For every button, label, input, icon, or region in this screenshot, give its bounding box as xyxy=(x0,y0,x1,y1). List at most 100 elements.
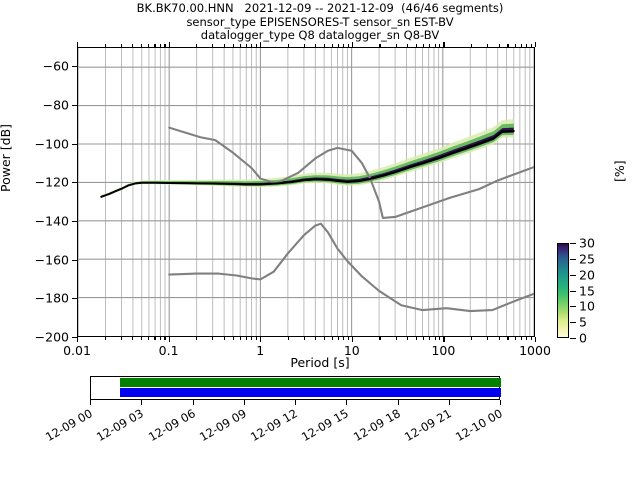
data-coverage-bar xyxy=(119,378,501,388)
x-tick-mark-minor xyxy=(246,337,248,340)
timeline-date-label: 12-09 12 xyxy=(248,406,300,445)
x-tick-mark-minor xyxy=(120,337,122,340)
x-tick-mark-minor xyxy=(212,337,214,340)
ppsd-plot-axes xyxy=(77,47,535,337)
y-tick-mark xyxy=(72,105,77,107)
timeline-date-label: 12-09 21 xyxy=(401,406,454,445)
x-tick-mark-top xyxy=(429,44,431,47)
figure-title: BK.BK70.00.HNN 2021-12-09 -- 2021-12-09 … xyxy=(0,1,640,43)
x-tick-mark-top xyxy=(535,42,537,47)
colorbar-tick-label: 20 xyxy=(579,267,595,283)
colorbar-label: [%] xyxy=(612,160,627,182)
x-tick-mark-minor xyxy=(331,337,333,340)
x-tick-mark-major xyxy=(77,337,79,342)
x-tick-mark-minor xyxy=(251,337,253,340)
colorbar-tick-mark xyxy=(570,258,576,260)
x-tick-label: 1000 xyxy=(519,343,551,358)
x-tick-mark-major xyxy=(351,337,353,342)
timeline-tick-mark xyxy=(141,400,143,405)
ppsd-histogram-fringe xyxy=(101,123,514,198)
y-tick-label: −180 xyxy=(34,290,69,306)
x-tick-mark-minor xyxy=(434,337,436,340)
x-tick-mark-top xyxy=(287,44,289,47)
x-tick-mark-top xyxy=(530,44,532,47)
timeline-tick-mark xyxy=(346,400,348,405)
timeline-tick-mark xyxy=(397,400,399,405)
x-tick-mark-top xyxy=(331,44,333,47)
x-tick-mark-top xyxy=(324,44,326,47)
x-tick-mark-top xyxy=(212,44,214,47)
y-tick-label: −100 xyxy=(34,136,69,152)
timeline-tick-mark xyxy=(192,400,194,405)
x-tick-mark-top xyxy=(104,44,106,47)
x-tick-mark-minor xyxy=(232,337,234,340)
x-tick-mark-top xyxy=(232,44,234,47)
x-tick-mark-minor xyxy=(514,337,516,340)
x-tick-mark-minor xyxy=(520,337,522,340)
ppsd-mode-curve xyxy=(100,129,515,198)
x-tick-mark-top xyxy=(159,44,161,47)
x-tick-mark-minor xyxy=(406,337,409,340)
x-tick-mark-minor xyxy=(324,337,326,340)
x-tick-mark-top xyxy=(251,44,253,47)
x-tick-mark-minor xyxy=(530,337,532,340)
x-tick-mark-top xyxy=(256,44,258,47)
colorbar-tick-label: 25 xyxy=(579,251,595,267)
y-tick-mark xyxy=(72,259,77,261)
x-tick-mark-minor xyxy=(342,337,345,340)
x-tick-label: 10 xyxy=(343,343,360,358)
x-tick-mark-top xyxy=(223,44,225,47)
timeline-date-label: 12-09 00 xyxy=(43,406,95,445)
x-tick-mark-minor xyxy=(159,337,161,340)
colorbar-tick-mark xyxy=(570,290,576,292)
colorbar-tick-label: 10 xyxy=(579,298,595,314)
x-tick-mark-minor xyxy=(379,337,381,340)
nlnm-curve xyxy=(168,222,534,313)
x-tick-mark-top xyxy=(443,42,445,47)
data-layer xyxy=(100,119,534,313)
y-tick-mark xyxy=(72,182,77,184)
y-tick-label: −120 xyxy=(34,174,69,190)
x-tick-mark-major xyxy=(260,337,262,342)
x-tick-mark-top xyxy=(351,42,353,47)
x-tick-mark-top xyxy=(303,44,306,47)
y-tick-label: −80 xyxy=(42,97,69,113)
x-tick-mark-minor xyxy=(303,337,306,340)
x-tick-mark-top xyxy=(337,44,339,47)
colorbar-tick-mark xyxy=(570,274,576,276)
x-tick-mark-top xyxy=(347,44,349,47)
x-tick-mark-major xyxy=(168,337,170,342)
x-tick-mark-top xyxy=(514,44,516,47)
timeline-tick-mark xyxy=(90,400,92,405)
x-tick-mark-minor xyxy=(196,337,198,340)
x-tick-mark-top xyxy=(423,44,425,47)
x-tick-mark-minor xyxy=(395,337,397,340)
x-tick-mark-minor xyxy=(337,337,339,340)
x-tick-mark-minor xyxy=(415,337,417,340)
x-tick-mark-minor xyxy=(154,337,156,340)
y-tick-label: −140 xyxy=(34,213,69,229)
y-tick-label: −60 xyxy=(42,58,69,74)
x-tick-mark-minor xyxy=(429,337,431,340)
x-tick-mark-top xyxy=(507,44,509,47)
colorbar-tick-mark xyxy=(570,338,576,340)
x-tick-mark-top xyxy=(132,44,134,47)
x-tick-mark-minor xyxy=(223,337,225,340)
x-tick-label: 100 xyxy=(431,343,456,358)
x-tick-mark-minor xyxy=(471,337,473,340)
title-line-2: sensor_type EPISENSORES-T sensor_sn EST-… xyxy=(186,14,454,29)
x-tick-mark-top xyxy=(196,44,198,47)
y-tick-label: −160 xyxy=(34,252,69,268)
title-line-1: BK.BK70.00.HNN 2021-12-09 -- 2021-12-09 … xyxy=(136,1,504,15)
psd-segment-bar xyxy=(119,388,501,398)
colorbar-gradient xyxy=(557,243,569,338)
x-tick-mark-minor xyxy=(526,337,528,340)
x-tick-mark-minor xyxy=(439,337,441,340)
timeline-date-label: 12-09 09 xyxy=(196,406,249,445)
x-tick-mark-top xyxy=(239,44,242,47)
x-tick-mark-minor xyxy=(347,337,349,340)
x-tick-mark-top xyxy=(120,44,122,47)
x-tick-mark-minor xyxy=(132,337,134,340)
x-tick-mark-minor xyxy=(287,337,289,340)
